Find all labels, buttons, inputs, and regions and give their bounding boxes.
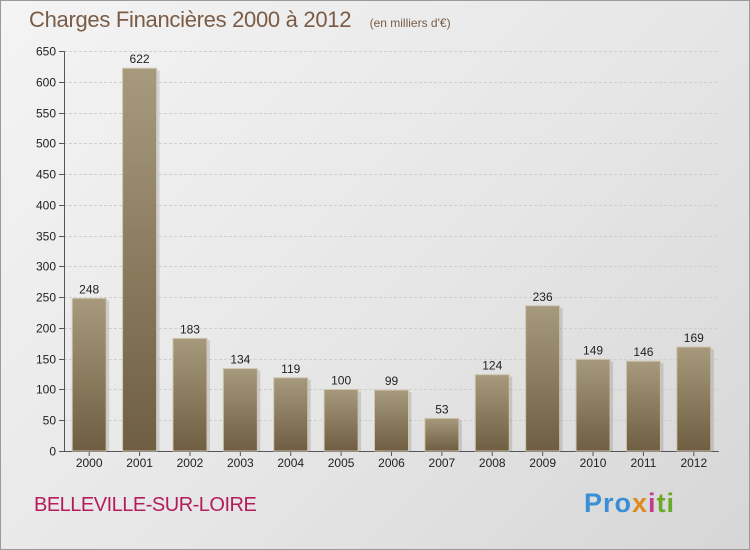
y-tick-label: 400 [36, 199, 56, 213]
bar-2004 [273, 377, 309, 452]
chart-subtitle: (en milliers d'€) [369, 16, 451, 30]
data-label: 99 [385, 374, 399, 388]
x-tick-label: 2004 [277, 456, 304, 470]
x-tick-label: 2010 [580, 456, 607, 470]
y-tick-label: 250 [36, 291, 56, 305]
y-tick-label: 550 [36, 107, 56, 121]
y-tick-label: 600 [36, 76, 56, 90]
bar-2006 [374, 389, 409, 452]
x-tick-label: 2005 [328, 456, 355, 470]
y-tick-label: 0 [49, 445, 56, 459]
x-tick-label: 2007 [429, 456, 456, 470]
data-label: 236 [533, 290, 553, 304]
data-label: 622 [130, 52, 150, 66]
bar-2009 [525, 305, 561, 452]
data-label: 183 [180, 322, 200, 336]
data-label: 119 [281, 362, 300, 376]
data-label: 248 [79, 282, 99, 296]
y-tick-label: 350 [36, 230, 56, 244]
commune-name: BELLEVILLE-SUR-LOIRE [34, 494, 257, 516]
logo-part-4: ti [656, 488, 676, 518]
data-label: 169 [684, 331, 704, 345]
x-tick-label: 2012 [680, 456, 707, 470]
y-tick-label: 650 [36, 45, 56, 59]
x-tick-label: 2009 [529, 456, 556, 470]
y-tick-label: 100 [36, 383, 56, 397]
x-tick-label: 2001 [126, 456, 153, 470]
bar-2007 [424, 417, 460, 452]
y-tick-label: 450 [36, 168, 56, 182]
y-tick-label: 300 [36, 260, 56, 274]
title-row: Charges Financières 2000 à 2012 (en mill… [29, 7, 451, 33]
bar-2012 [676, 346, 712, 452]
bar-2005 [323, 388, 359, 452]
logo-part-2: x [632, 488, 649, 518]
grid-lines [64, 51, 719, 421]
logo-part-3: i [648, 488, 657, 518]
x-tick-label: 2011 [631, 456, 657, 470]
bars [71, 67, 714, 452]
bar-2000 [71, 297, 107, 452]
bar-2011 [625, 360, 661, 452]
y-tick-label: 500 [36, 137, 56, 151]
bar-2003 [222, 368, 258, 452]
y-tick-label: 50 [43, 414, 57, 428]
data-label: 124 [482, 359, 502, 373]
bar-2002 [172, 337, 208, 452]
x-tick-label: 2000 [76, 456, 103, 470]
chart-title: Charges Financières 2000 à 2012 [29, 7, 352, 32]
logo-part-1: Pro [584, 488, 633, 518]
data-label: 100 [331, 373, 351, 387]
bar-2010 [575, 358, 611, 452]
labels: 0 50 100 150 200 250 300 350 400 450 500 550 600 650 2… [36, 45, 708, 471]
x-tick-label: 2003 [227, 456, 254, 470]
data-label: 53 [435, 402, 449, 416]
x-tick-label: 2002 [177, 456, 204, 470]
x-tick-label: 2006 [378, 456, 405, 470]
y-tick-label: 200 [36, 322, 56, 336]
data-label: 146 [633, 345, 653, 359]
proxiti-logo[interactable]: Proxiti [584, 488, 675, 519]
y-tick-label: 150 [36, 353, 56, 367]
x-tick-label: 2008 [479, 456, 506, 470]
data-label: 134 [230, 353, 250, 367]
bar-2008 [474, 374, 510, 452]
data-label: 149 [583, 343, 603, 357]
bar-2001 [122, 67, 158, 452]
